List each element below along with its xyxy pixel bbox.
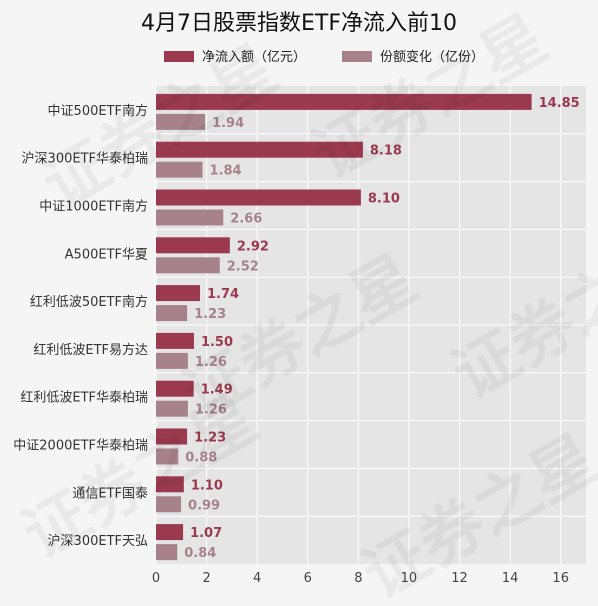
data-label-inflow: 1.07	[190, 526, 222, 541]
bar-share-change	[156, 496, 182, 513]
x-tick-label: 6	[304, 571, 312, 586]
category-label: A500ETF华夏	[65, 247, 148, 262]
legend: 净流入额（亿元） 份额变化（亿份）	[164, 49, 484, 65]
gridlines	[155, 86, 586, 564]
data-label-share-change: 2.52	[227, 259, 259, 274]
bar-inflow	[156, 428, 188, 445]
legend-label-inflow: 净流入额（亿元）	[202, 50, 306, 65]
x-tick-label: 2	[202, 571, 210, 586]
bar-share-change	[156, 448, 179, 465]
bar-inflow	[156, 237, 230, 254]
bar-inflow	[156, 332, 194, 349]
category-label: 中证500ETF南方	[48, 103, 148, 119]
category-label: 中证1000ETF南方	[39, 199, 148, 215]
legend-label-share-change: 份额变化（亿份）	[380, 49, 484, 65]
bar-share-change	[156, 305, 188, 322]
x-tick-label: 10	[401, 571, 418, 586]
data-label-inflow: 1.74	[207, 287, 239, 302]
data-label-inflow: 1.50	[201, 335, 233, 350]
category-label: 沪深300ETF华泰柏瑞	[22, 151, 148, 167]
bar-inflow	[156, 93, 532, 110]
bar-share-change	[156, 161, 203, 178]
category-label: 红利低波ETF华泰柏瑞	[20, 390, 148, 406]
legend-swatch-share-change	[342, 51, 372, 62]
bar-share-change	[156, 400, 188, 417]
x-tick-label: 4	[253, 571, 261, 586]
data-label-inflow: 8.18	[370, 144, 402, 159]
bar-share-change	[156, 257, 220, 274]
bar-share-change	[156, 209, 224, 226]
bar-inflow	[156, 189, 361, 206]
x-tick-label: 8	[354, 571, 362, 586]
data-label-inflow: 2.92	[237, 239, 269, 254]
data-label-share-change: 1.23	[194, 307, 226, 322]
category-label: 中证2000ETF华泰柏瑞	[13, 439, 148, 454]
category-label: 红利低波ETF易方达	[33, 342, 148, 358]
x-tick-label: 0	[152, 571, 160, 586]
data-label-share-change: 1.26	[195, 403, 227, 418]
data-label-inflow: 8.10	[368, 192, 400, 207]
category-label: 红利低波50ETF南方	[30, 294, 148, 310]
bar-share-change	[156, 544, 178, 561]
data-label-share-change: 2.66	[230, 212, 262, 227]
bar-inflow	[156, 524, 184, 541]
x-axis-ticks: 0 2 4 6 8 10 12 14 16	[152, 571, 569, 586]
data-label-inflow: 14.85	[539, 96, 580, 111]
data-label-share-change: 0.88	[185, 451, 217, 466]
data-label-inflow: 1.23	[194, 431, 226, 446]
data-label-share-change: 0.99	[188, 498, 220, 513]
bar-inflow	[156, 380, 194, 397]
category-label: 通信ETF国泰	[72, 486, 148, 501]
x-tick-label: 12	[451, 571, 468, 586]
bar-inflow	[156, 141, 363, 158]
category-label: 沪深300ETF天弘	[48, 533, 148, 549]
bars: 14.85 1.94 8.18 1.84 8.10 2.66 2.92 2.52 1.74 1.2…	[156, 93, 580, 561]
bar-inflow	[156, 285, 201, 302]
x-tick-label: 16	[552, 571, 569, 586]
legend-swatch-inflow	[164, 51, 194, 62]
bar-inflow	[156, 476, 184, 493]
data-label-share-change: 1.94	[212, 116, 244, 131]
chart-title: 4月7日股票指数ETF净流入前10	[141, 11, 457, 36]
data-label-share-change: 0.84	[184, 546, 216, 561]
data-label-inflow: 1.49	[201, 383, 233, 398]
data-label-share-change: 1.84	[210, 164, 242, 179]
bar-share-change	[156, 352, 188, 369]
data-label-inflow: 1.10	[191, 478, 223, 493]
data-label-share-change: 1.26	[195, 355, 227, 370]
x-tick-label: 14	[502, 571, 519, 586]
bar-share-change	[156, 113, 206, 130]
